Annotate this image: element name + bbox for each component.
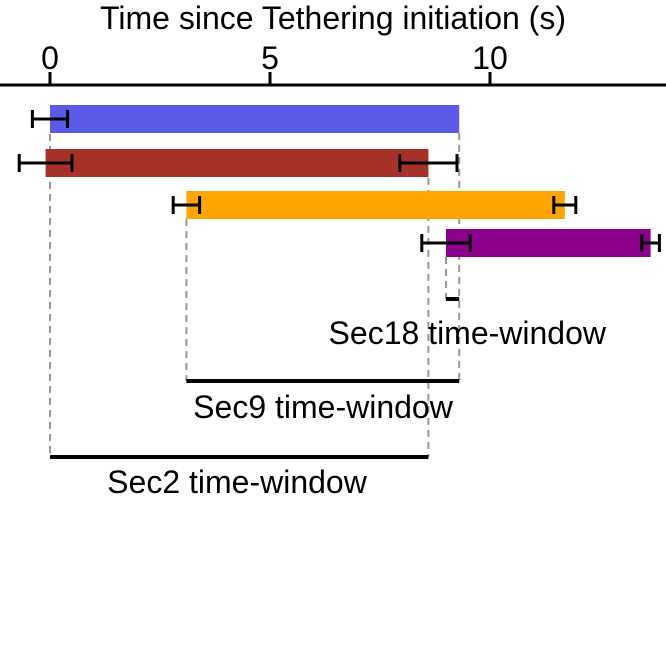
red-bar bbox=[45, 149, 429, 177]
x-axis-title: Time since Tethering initiation (s) bbox=[100, 0, 566, 36]
blue-bar bbox=[50, 105, 460, 133]
x-axis-tick-label: 5 bbox=[261, 40, 279, 76]
sec9-window-label: Sec9 time-window bbox=[193, 389, 453, 425]
purple-bar bbox=[446, 229, 651, 257]
sec18-window-label: Sec18 time-window bbox=[328, 315, 606, 351]
x-axis-tick-label: 10 bbox=[472, 40, 508, 76]
orange-bar bbox=[186, 191, 565, 219]
sec2-window-label: Sec2 time-window bbox=[107, 464, 367, 500]
x-axis-tick-label: 0 bbox=[41, 40, 59, 76]
